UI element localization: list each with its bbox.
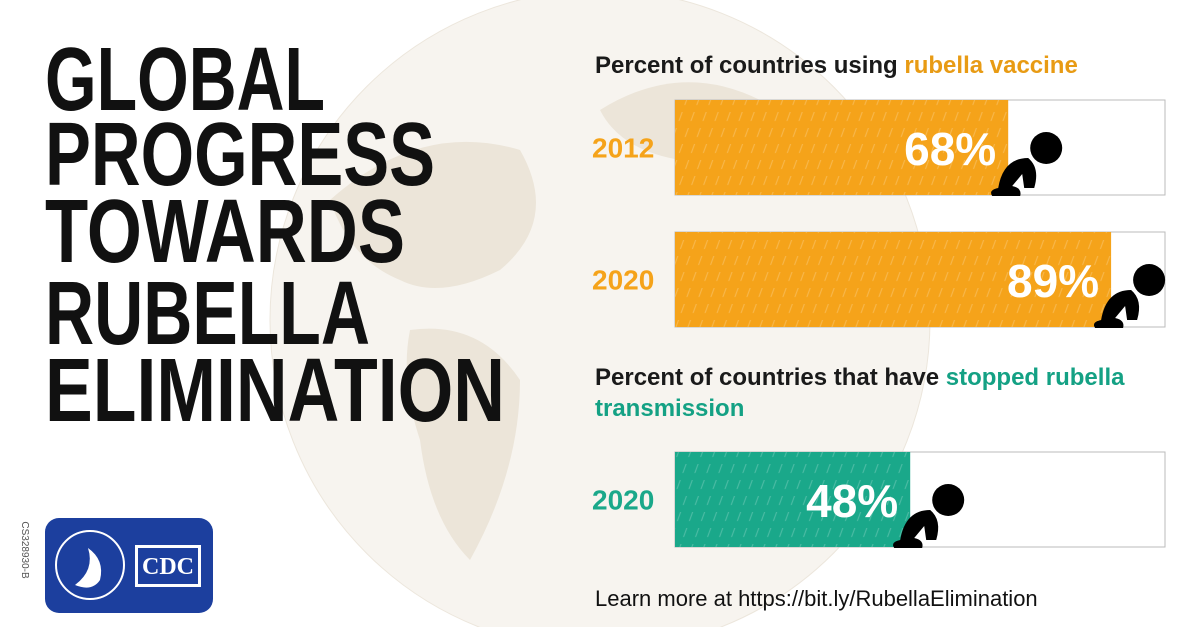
footer: Learn more at https://bit.ly/RubellaElim…	[595, 586, 1038, 611]
baby-head	[932, 484, 965, 516]
baby-icon	[1093, 264, 1166, 328]
value-label: 48%	[806, 475, 898, 527]
baby-head	[1133, 264, 1166, 296]
headline-line: PROGRESS	[45, 105, 435, 205]
bar-hatch	[675, 100, 1009, 195]
value-label: 89%	[1007, 255, 1099, 307]
chart-title: Percent of countries that have stopped r…	[595, 362, 1140, 424]
category-label: 2012	[592, 133, 654, 164]
bar-hatch	[675, 452, 911, 547]
category-label: 2020	[592, 485, 654, 516]
chart-title: Percent of countries using rubella vacci…	[595, 50, 1195, 81]
title-text: Percent of countries using	[595, 52, 898, 79]
baby-head	[1030, 132, 1063, 164]
headline-line: TOWARDS	[45, 182, 405, 282]
title-highlight: rubella vaccine	[904, 52, 1078, 79]
bars: 2012 68% 2020 89% 2020 48%	[592, 99, 1166, 548]
baby-icon	[893, 484, 965, 548]
baby-body	[893, 510, 939, 548]
headline-line: ELIMINATION	[45, 341, 505, 441]
code: CS328930-B	[19, 521, 30, 579]
category-label: 2020	[592, 265, 654, 296]
logo-text: CDC	[142, 554, 194, 580]
logo: CDC	[45, 518, 213, 613]
title-text: Percent of countries that have	[595, 364, 940, 391]
title-highlight: stopped rubella transmission	[595, 364, 1125, 422]
baby-icon	[991, 132, 1063, 196]
headline-line: GLOBAL	[45, 30, 325, 130]
headline-line: RUBELLA	[45, 264, 370, 364]
bar-hatch	[675, 232, 1112, 327]
baby-body	[991, 158, 1037, 196]
baby-body	[1093, 290, 1140, 328]
value-label: 68%	[904, 123, 996, 175]
